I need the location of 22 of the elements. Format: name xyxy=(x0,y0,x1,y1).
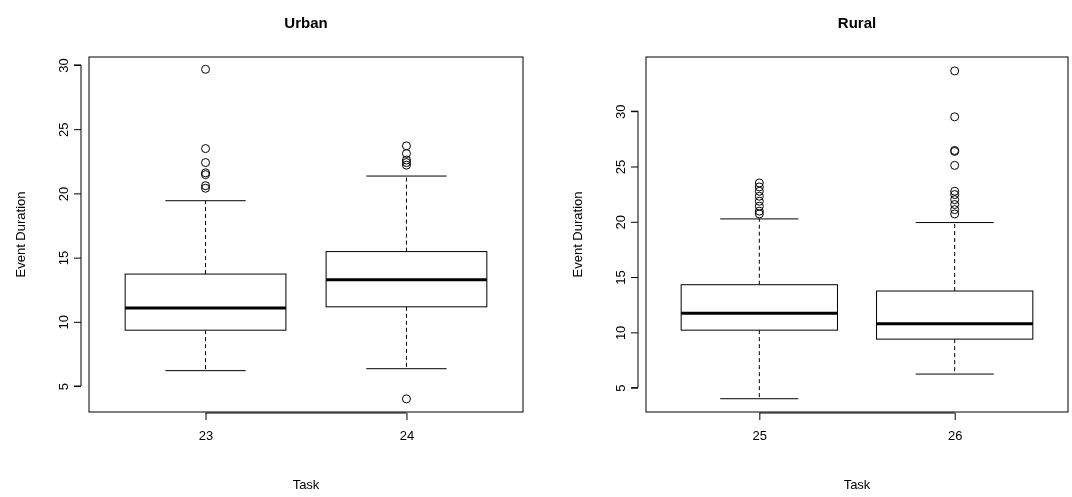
x-tick-label: 24 xyxy=(399,427,415,443)
y-tick-label: 25 xyxy=(56,122,71,137)
y-tick-label: 20 xyxy=(56,186,71,202)
y-tick-label: 30 xyxy=(56,58,71,73)
chart-title: Rural xyxy=(837,14,877,31)
x-tick-label: 23 xyxy=(198,427,214,443)
chart-title: Urban xyxy=(284,14,328,31)
y-tick-label: 30 xyxy=(613,104,628,119)
y-tick-label: 5 xyxy=(613,384,628,392)
y-axis-title: Event Duration xyxy=(13,191,28,278)
y-tick-label: 20 xyxy=(613,215,628,230)
y-tick-label: 5 xyxy=(56,382,71,391)
x-tick-label: 26 xyxy=(947,427,963,443)
y-tick-label: 10 xyxy=(56,315,71,330)
x-tick-label: 25 xyxy=(752,427,768,443)
y-tick-label: 10 xyxy=(613,325,628,341)
y-tick-label: 25 xyxy=(613,159,628,175)
x-axis-title: Task xyxy=(843,477,871,492)
y-tick-label: 15 xyxy=(613,270,628,285)
x-axis-title: Task xyxy=(292,477,320,492)
y-tick-label: 15 xyxy=(56,250,71,266)
y-axis-title: Event Duration xyxy=(570,191,585,278)
